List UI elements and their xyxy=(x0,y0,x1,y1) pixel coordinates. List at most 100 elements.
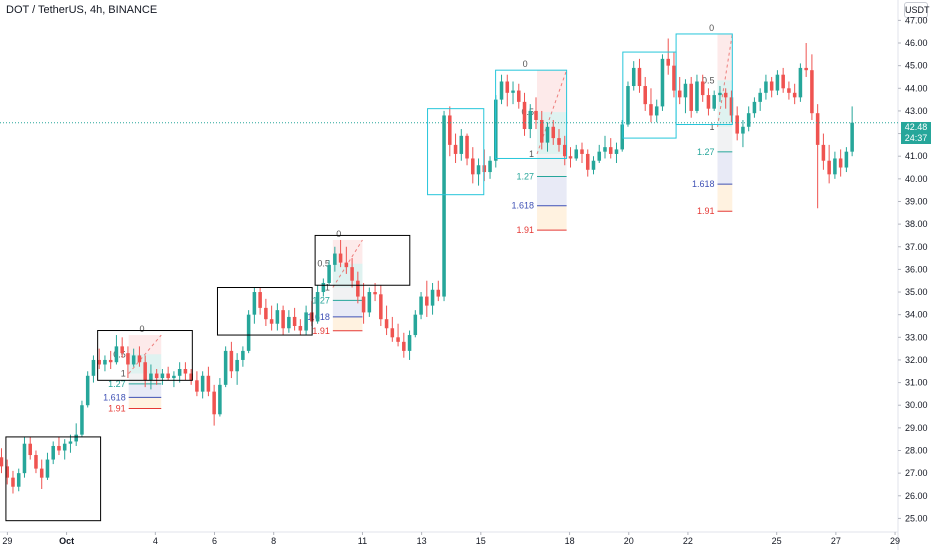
candle-body xyxy=(574,149,579,159)
candle-body xyxy=(390,328,395,338)
candle xyxy=(654,99,659,123)
time-tick-label: 20 xyxy=(624,536,634,546)
candle-body xyxy=(51,445,55,460)
candle-body xyxy=(683,83,688,98)
candle-body xyxy=(517,90,521,102)
candle xyxy=(11,470,15,494)
candle-body xyxy=(298,325,303,331)
candle-body xyxy=(137,355,142,363)
candle xyxy=(585,149,590,177)
candle xyxy=(195,371,199,397)
price-tick-label: 36.00 xyxy=(905,264,928,274)
candle xyxy=(379,285,383,326)
candle-body xyxy=(453,144,458,154)
candle xyxy=(562,135,567,166)
candle-body xyxy=(11,477,15,487)
candle xyxy=(430,282,435,315)
candle-body xyxy=(34,455,38,469)
candle-body xyxy=(810,70,814,114)
fib-zone-1618-191 xyxy=(537,205,567,231)
price-tick-label: 26.00 xyxy=(905,491,928,501)
candle-body xyxy=(143,362,147,381)
fib-label-0: 0 xyxy=(709,23,714,33)
currency-badge[interactable]: USDT xyxy=(904,2,930,18)
candle xyxy=(287,310,291,333)
range-box xyxy=(5,436,102,522)
candle xyxy=(574,144,579,161)
candle-body xyxy=(626,86,630,125)
candle xyxy=(775,70,780,96)
candle-body xyxy=(396,337,400,342)
candle-body xyxy=(637,67,642,87)
candle xyxy=(534,97,538,130)
candle-body xyxy=(275,310,280,324)
candle xyxy=(373,282,377,302)
candle xyxy=(396,323,400,347)
candle-body xyxy=(833,158,837,175)
candle xyxy=(712,90,716,111)
candle xyxy=(827,144,831,184)
candle xyxy=(649,88,653,123)
candle-body xyxy=(379,294,383,320)
candle-body xyxy=(459,135,464,154)
fib-label-1: 1 xyxy=(529,149,534,159)
candle-body xyxy=(402,341,406,351)
candle-body xyxy=(212,391,216,415)
candle-body xyxy=(442,115,446,297)
candle-body xyxy=(367,292,372,313)
price-tick-label: 45.00 xyxy=(905,61,928,71)
price-axis: 25.00 26.00 27.00 28.00 29.00 30.00 31.00 32.00… xyxy=(898,15,928,523)
price-tick-label: 32.00 xyxy=(905,355,928,365)
candle xyxy=(683,79,688,114)
candle xyxy=(114,335,119,365)
candle-body xyxy=(712,95,716,109)
candle-body xyxy=(5,466,9,478)
candle-body xyxy=(223,350,228,385)
price-tick-label: 28.00 xyxy=(905,446,928,456)
fib-zone-127-1618 xyxy=(332,300,363,317)
candle xyxy=(608,138,613,159)
candle xyxy=(425,280,429,317)
fib-label-1-27: 1.27 xyxy=(697,147,715,157)
time-tick-label: 4 xyxy=(153,536,158,546)
candle-body xyxy=(235,359,239,372)
fib-label-1-618: 1.618 xyxy=(692,179,715,189)
candle xyxy=(792,83,797,105)
candle-body xyxy=(666,58,670,66)
candle-body xyxy=(166,373,170,379)
candle-body xyxy=(264,307,268,320)
candle xyxy=(258,287,262,315)
fib-zone-05-1 xyxy=(717,80,733,127)
candle-body xyxy=(430,289,435,306)
candle-body xyxy=(775,74,780,91)
candle xyxy=(723,88,728,109)
candle xyxy=(126,346,130,379)
time-tick-label: 27 xyxy=(831,536,841,546)
candle xyxy=(758,88,762,111)
time-tick-label: 29 xyxy=(890,536,900,546)
candle-body xyxy=(114,346,119,363)
candle xyxy=(292,307,297,331)
candle xyxy=(321,278,326,297)
price-tick-label: 25.00 xyxy=(905,513,928,523)
candle-body xyxy=(68,441,73,444)
candle xyxy=(660,54,665,111)
candle-body xyxy=(769,81,774,91)
fib-zone-1618-191 xyxy=(332,316,363,331)
time-axis: 29 Oct 4 6 8 11 13 15 18 20 22 25 27 29 xyxy=(2,532,900,546)
candle-body xyxy=(672,65,676,91)
fib-label-1: 1 xyxy=(709,122,714,132)
candle-body xyxy=(620,124,624,150)
candle xyxy=(528,104,533,139)
candle xyxy=(465,133,469,166)
candle-body xyxy=(706,95,711,109)
fib-label-1-91: 1.91 xyxy=(697,206,715,216)
candle xyxy=(591,156,596,175)
candle xyxy=(844,147,849,173)
candle-body xyxy=(787,88,791,93)
time-tick-label: 25 xyxy=(772,536,782,546)
candle xyxy=(735,106,739,141)
candle xyxy=(143,355,147,388)
candle xyxy=(298,319,303,336)
